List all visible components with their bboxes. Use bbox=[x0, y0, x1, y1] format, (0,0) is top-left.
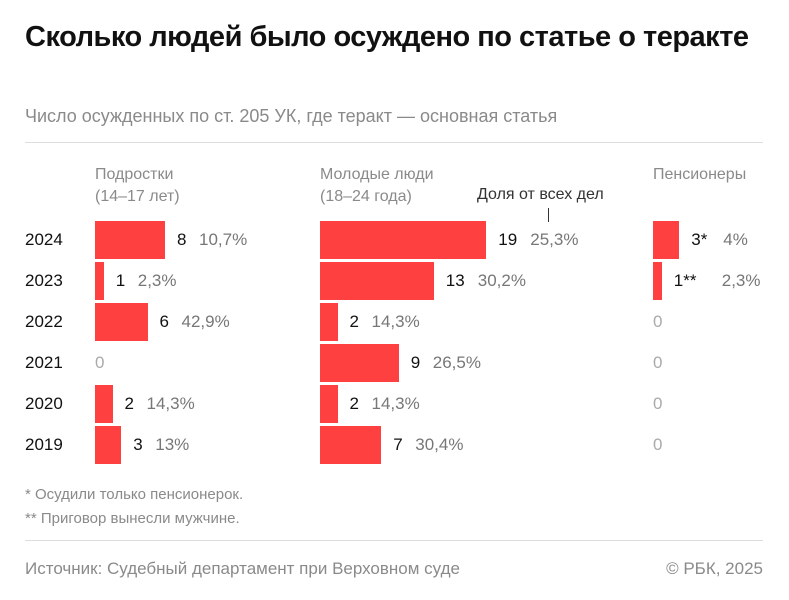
value-label: 2 bbox=[349, 394, 359, 413]
bar bbox=[95, 221, 165, 259]
bar bbox=[653, 221, 680, 259]
value-label: 2 bbox=[124, 394, 134, 413]
bar bbox=[320, 344, 399, 382]
share-label: 30,2% bbox=[477, 271, 526, 290]
value-label: 3* bbox=[691, 230, 708, 249]
bar bbox=[95, 426, 122, 464]
column-header: Молодые люди (18–24 года) bbox=[320, 164, 434, 208]
year-label: 2024 bbox=[25, 230, 63, 249]
chart-title: Сколько людей было осуждено по статье о … bbox=[25, 21, 749, 53]
share-label: 14,3% bbox=[146, 394, 195, 413]
value-label: 8 bbox=[177, 230, 187, 249]
share-label: 4% bbox=[723, 230, 748, 249]
share-label: 14,3% bbox=[371, 312, 420, 331]
column-header-line: Молодые люди bbox=[320, 166, 434, 183]
share-label: 42,9% bbox=[181, 312, 230, 331]
footnote-1: * Осудили только пенсионерок. bbox=[25, 486, 244, 503]
column-header: Подростки (14–17 лет) bbox=[95, 164, 180, 208]
year-label: 2022 bbox=[25, 312, 63, 331]
share-annotation: Доля от всех дел bbox=[477, 186, 604, 203]
share-annotation-tick bbox=[548, 208, 549, 222]
share-label: 30,4% bbox=[415, 435, 464, 454]
value-label: 7 bbox=[393, 435, 403, 454]
bar bbox=[95, 385, 113, 423]
bar bbox=[95, 303, 148, 341]
value-label: 1 bbox=[115, 271, 126, 290]
year-label: 2019 bbox=[25, 435, 63, 454]
share-label: 26,5% bbox=[432, 353, 481, 372]
value-label: 6 bbox=[159, 312, 169, 331]
value-label: 0 bbox=[653, 353, 663, 372]
bar bbox=[320, 262, 434, 300]
year-label: 2021 bbox=[25, 353, 63, 372]
divider bbox=[25, 540, 763, 541]
column-header: Пенсионеры bbox=[653, 164, 746, 186]
share-label: 13% bbox=[155, 435, 190, 454]
chart-subtitle: Число осужденных по ст. 205 УК, где тера… bbox=[25, 106, 558, 126]
bar bbox=[320, 426, 382, 464]
year-label: 2020 bbox=[25, 394, 63, 413]
bar bbox=[320, 221, 487, 259]
value-label: 9 bbox=[410, 353, 421, 372]
value-label: 2 bbox=[349, 312, 359, 331]
share-label: 14,3% bbox=[371, 394, 420, 413]
share-label: 25,3% bbox=[530, 230, 579, 249]
value-label: 3 bbox=[133, 435, 143, 454]
bar bbox=[653, 262, 662, 300]
share-label: 2,3% bbox=[721, 271, 761, 290]
column-header-line: Пенсионеры bbox=[653, 166, 747, 183]
source: Источник: Судебный департамент при Верхо… bbox=[25, 559, 460, 578]
value-label: 0 bbox=[653, 435, 663, 454]
value-label: 13 bbox=[445, 271, 465, 290]
bar bbox=[95, 262, 104, 300]
column-header-line: (18–24 года) bbox=[320, 188, 412, 205]
value-label: 0 bbox=[653, 394, 663, 413]
column-header-line: (14–17 лет) bbox=[95, 188, 180, 205]
value-label: 0 bbox=[95, 353, 105, 372]
value-label: 19 bbox=[498, 230, 518, 249]
value-label: 0 bbox=[653, 312, 663, 331]
year-label: 2023 bbox=[25, 271, 63, 290]
value-label: 1** bbox=[673, 271, 697, 290]
bar bbox=[320, 303, 338, 341]
divider bbox=[25, 142, 763, 143]
column-header-line: Подростки bbox=[95, 166, 174, 183]
copyright: © РБК, 2025 bbox=[666, 559, 763, 578]
bar bbox=[320, 385, 338, 423]
share-label: 10,7% bbox=[199, 230, 248, 249]
footnote-2: ** Приговор вынесли мужчине. bbox=[25, 510, 240, 527]
share-label: 2,3% bbox=[137, 271, 177, 290]
